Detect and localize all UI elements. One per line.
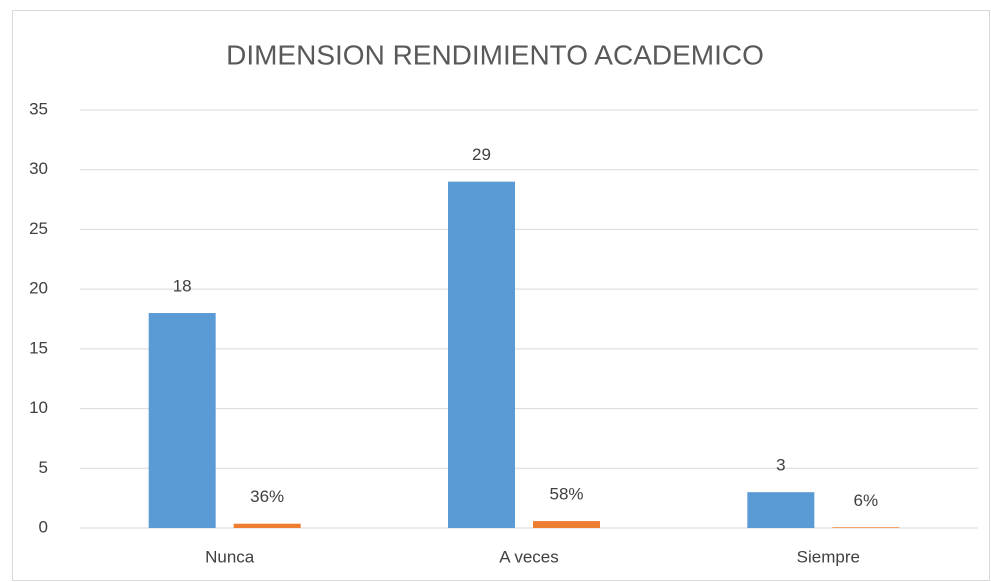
bar <box>233 523 301 528</box>
data-label: 29 <box>472 145 491 164</box>
y-tick-label: 10 <box>29 398 48 417</box>
data-label: 58% <box>549 485 583 504</box>
x-tick-label: Siempre <box>797 547 860 566</box>
y-tick-label: 35 <box>29 99 48 118</box>
bar <box>533 521 600 528</box>
data-label: 3 <box>776 456 785 475</box>
x-tick-label: A veces <box>499 547 559 566</box>
y-tick-label: 20 <box>29 279 48 298</box>
y-tick-label: 0 <box>39 517 48 536</box>
data-label: 6% <box>854 491 879 510</box>
y-tick-label: 15 <box>29 338 48 357</box>
x-tick-label: Nunca <box>205 547 255 566</box>
chart-title: DIMENSION RENDIMIENTO ACADEMICO <box>226 39 764 70</box>
y-tick-label: 25 <box>29 219 48 238</box>
bar <box>148 313 216 528</box>
data-label: 36% <box>250 487 284 506</box>
bar <box>832 527 900 528</box>
y-tick-label: 5 <box>39 458 48 477</box>
bar <box>448 181 515 528</box>
bar <box>747 492 815 528</box>
y-tick-label: 30 <box>29 159 48 178</box>
data-label: 18 <box>173 277 192 296</box>
